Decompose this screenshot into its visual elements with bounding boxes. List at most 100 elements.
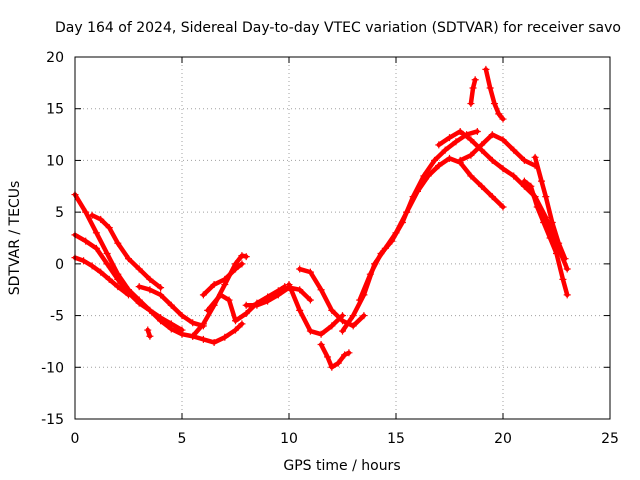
series-line — [89, 212, 163, 290]
data-point — [210, 338, 218, 346]
data-point — [178, 326, 186, 334]
data-point — [125, 255, 132, 263]
data-point — [296, 265, 304, 273]
data-point — [499, 165, 507, 173]
series-track-12 — [317, 341, 353, 371]
data-point — [238, 320, 246, 328]
data-point — [555, 239, 563, 247]
data-point — [114, 239, 122, 247]
data-point — [540, 218, 548, 226]
series-line — [404, 156, 506, 215]
data-point — [82, 237, 90, 245]
data-point — [317, 330, 325, 338]
data-point — [431, 156, 439, 164]
data-point — [296, 286, 304, 294]
data-point — [157, 314, 165, 322]
data-point — [473, 127, 481, 135]
series-track-14 — [356, 127, 481, 304]
data-point — [146, 306, 154, 314]
series-line — [286, 282, 345, 337]
data-point — [92, 244, 100, 252]
data-point — [520, 177, 528, 185]
series-track-6 — [189, 252, 250, 340]
data-point — [546, 234, 554, 242]
chart-title: Day 164 of 2024, Sidereal Day-to-day VTE… — [55, 20, 621, 36]
data-point — [285, 281, 293, 289]
data-point — [328, 306, 336, 314]
data-point — [495, 110, 503, 118]
data-point — [238, 252, 246, 260]
data-point — [467, 100, 475, 108]
data-point — [469, 84, 477, 92]
y-tick-label: 20 — [46, 50, 64, 66]
data-point — [334, 359, 342, 367]
data-point — [531, 153, 539, 161]
data-point — [232, 326, 239, 334]
series-line — [522, 178, 570, 298]
data-point — [456, 156, 464, 164]
series-line — [340, 163, 442, 334]
series-line — [357, 129, 480, 303]
data-point — [135, 299, 143, 307]
data-point — [135, 283, 143, 291]
series-track-7 — [199, 260, 246, 299]
data-point — [467, 136, 475, 144]
data-point — [488, 193, 496, 201]
data-point — [456, 127, 464, 135]
data-point — [339, 327, 346, 335]
data-point — [499, 203, 507, 211]
y-tick-label: -15 — [41, 412, 64, 428]
data-point — [88, 211, 96, 219]
data-point — [80, 257, 88, 265]
series-track-10 — [285, 281, 346, 338]
y-tick-label: -5 — [50, 309, 64, 325]
data-point — [482, 65, 490, 73]
y-tick-label: -10 — [41, 360, 64, 376]
data-point — [452, 138, 460, 146]
data-point — [167, 301, 175, 309]
data-point — [538, 177, 546, 185]
data-point — [339, 317, 346, 325]
data-point — [242, 310, 250, 318]
data-point — [242, 301, 250, 309]
data-point — [157, 291, 165, 299]
data-point — [199, 291, 207, 299]
data-point — [242, 253, 250, 261]
data-point — [296, 306, 304, 314]
series-line — [457, 132, 538, 168]
series-line — [468, 77, 478, 106]
data-point — [317, 341, 325, 349]
data-point — [144, 326, 152, 334]
data-point — [135, 265, 143, 273]
data-point — [467, 172, 475, 180]
data-point — [499, 136, 507, 144]
data-point — [221, 333, 229, 341]
series-track-16 — [435, 127, 571, 273]
data-point — [232, 317, 239, 325]
y-axis-label: SDTVAR / TECUs — [7, 181, 23, 296]
series-track-2 — [71, 231, 186, 334]
grid-lines — [75, 57, 610, 419]
x-tick-label: 5 — [178, 431, 187, 447]
data-point — [199, 320, 207, 328]
data-point — [189, 332, 197, 340]
data-point — [306, 327, 314, 335]
data-point — [157, 284, 165, 292]
data-point — [146, 286, 154, 294]
data-point — [306, 268, 314, 276]
series-track-5 — [135, 283, 207, 330]
data-point — [499, 115, 507, 123]
series-track-18 — [467, 76, 479, 108]
data-point — [349, 322, 357, 330]
data-point — [178, 312, 186, 320]
data-point — [467, 151, 475, 159]
data-point — [221, 275, 229, 283]
data-point — [105, 275, 113, 283]
data-series — [71, 65, 571, 371]
data-point — [413, 187, 421, 195]
data-point — [345, 349, 353, 357]
data-point — [105, 224, 113, 232]
series-line — [483, 67, 506, 122]
data-point — [561, 255, 569, 263]
y-tick-label: 10 — [46, 153, 64, 169]
